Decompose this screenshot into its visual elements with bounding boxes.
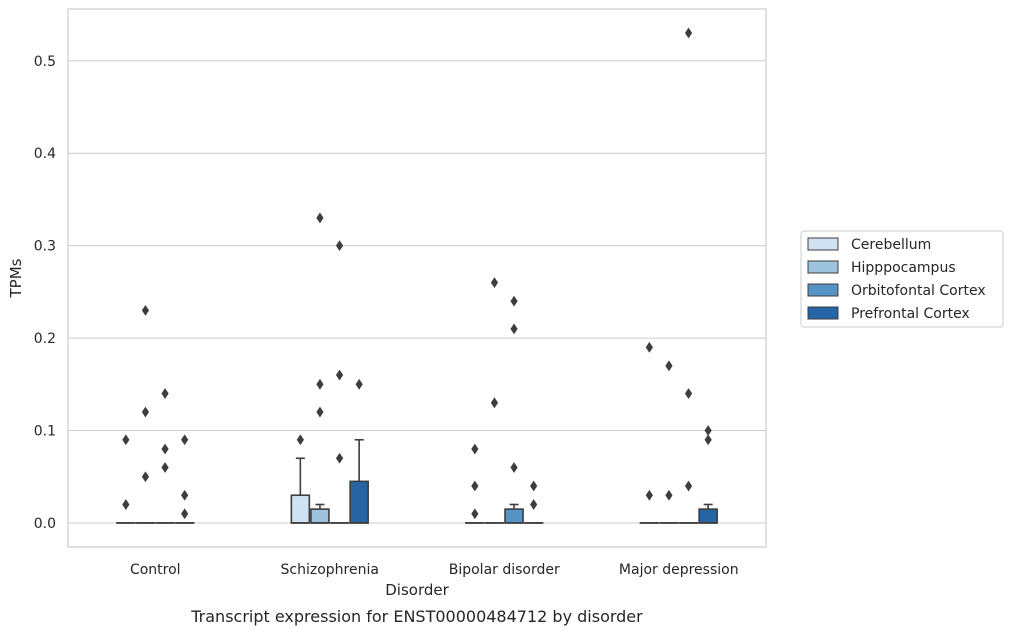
outlier-point: [490, 277, 499, 289]
outlier-point: [684, 480, 693, 492]
x-tick-labels: Control Schizophrenia Bipolar disorder Majo…: [130, 562, 739, 578]
legend-swatch: [807, 237, 839, 251]
legend-swatch: [807, 306, 839, 320]
outlier-point: [122, 434, 130, 446]
y-tick-label: 0.3: [34, 239, 56, 255]
y-tick-label: 0.0: [34, 516, 56, 532]
box-cerebellum: [290, 457, 311, 524]
box-iqr: [698, 508, 718, 524]
outlier-point: [704, 425, 712, 436]
outlier-point: [335, 452, 344, 464]
outlier-point: [141, 471, 150, 483]
legend-item: Prefrontal Cortex: [807, 306, 970, 322]
box-orbitofontal-cortex: [504, 503, 524, 524]
outlier-point: [296, 434, 304, 446]
outlier-point: [335, 240, 344, 252]
plot-frame: [67, 8, 767, 548]
outlier-point: [141, 406, 150, 418]
outliers-layer: [122, 27, 712, 520]
outlier-point: [316, 212, 324, 224]
x-tick-label: Major depression: [619, 562, 739, 578]
outlier-point: [665, 360, 673, 372]
y-tick-label: 0.1: [34, 424, 56, 440]
box-prefrontal-cortex: [349, 438, 369, 524]
y-tick-labels: 0.0 0.1 0.2 0.3 0.4 0.5: [34, 54, 56, 532]
x-axis-title: Disorder: [385, 581, 449, 599]
outlier-point: [181, 489, 189, 501]
outlier-point: [510, 295, 518, 307]
legend-label: Prefrontal Cortex: [851, 306, 970, 322]
outlier-point: [704, 434, 712, 446]
x-tick-label: Control: [130, 562, 181, 578]
outlier-point: [161, 462, 169, 473]
outlier-point: [181, 508, 189, 520]
legend-swatch: [807, 260, 839, 274]
outlier-point: [645, 489, 653, 501]
outlier-point: [161, 443, 169, 455]
x-tick-label: Bipolar disorder: [449, 562, 560, 578]
outlier-point: [684, 27, 693, 39]
outlier-point: [471, 480, 479, 492]
outlier-point: [530, 499, 538, 510]
legend-label: Orbitofontal Cortex: [851, 283, 986, 299]
legend-item: Hipppocampus: [807, 260, 956, 276]
box-iqr: [290, 494, 311, 524]
outlier-point: [684, 388, 693, 399]
outlier-point: [141, 304, 150, 316]
y-axis-title: TPMs: [7, 258, 25, 298]
legend-frame: [800, 230, 1004, 328]
outlier-point: [161, 388, 169, 399]
plot-area: [68, 9, 766, 547]
outlier-point: [122, 499, 130, 510]
outlier-point: [471, 508, 479, 520]
x-tick-label: Schizophrenia: [281, 562, 379, 578]
legend-label: Hipppocampus: [851, 260, 956, 276]
outlier-point: [530, 480, 538, 492]
y-tick-label: 0.2: [34, 331, 56, 347]
chart-caption: Transcript expression for ENST0000048471…: [190, 607, 643, 626]
outlier-point: [316, 378, 324, 390]
y-tick-label: 0.5: [34, 54, 56, 70]
legend-label: Cerebellum: [851, 237, 931, 253]
outlier-point: [355, 378, 363, 390]
box-iqr: [504, 508, 524, 524]
legend-item: Orbitofontal Cortex: [807, 283, 986, 299]
legend-item: Cerebellum: [807, 237, 931, 253]
outlier-point: [316, 406, 324, 418]
legend: Cerebellum Hipppocampus Orbitofontal Corte…: [800, 230, 1004, 328]
legend-items: Cerebellum Hipppocampus Orbitofontal Corte…: [807, 237, 986, 322]
boxes-layer: [116, 438, 718, 524]
box-iqr: [349, 480, 369, 524]
outlier-point: [510, 323, 518, 335]
outlier-point: [645, 341, 653, 353]
outlier-point: [181, 434, 189, 446]
outlier-point: [490, 397, 499, 409]
outlier-point: [510, 462, 518, 473]
y-tick-label: 0.4: [34, 146, 56, 162]
outlier-point: [665, 489, 673, 501]
outlier-point: [335, 369, 344, 381]
box-hipppocampus: [310, 503, 330, 524]
box-iqr: [310, 508, 330, 524]
outlier-point: [471, 443, 479, 455]
legend-swatch: [807, 283, 839, 297]
box-prefrontal-cortex: [698, 503, 718, 524]
